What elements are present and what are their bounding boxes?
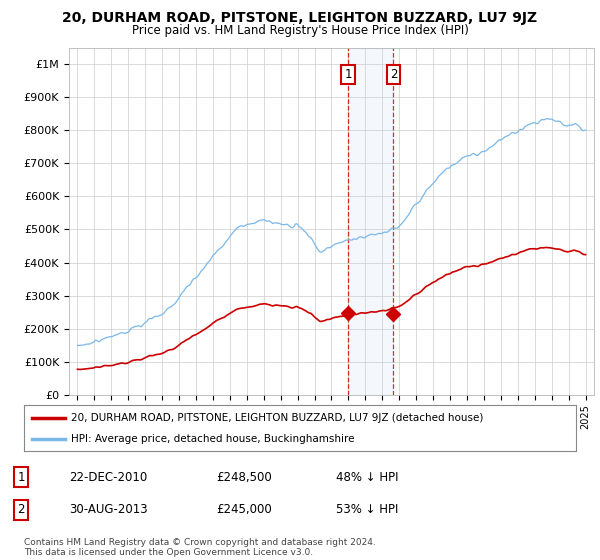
Text: Price paid vs. HM Land Registry's House Price Index (HPI): Price paid vs. HM Land Registry's House … bbox=[131, 24, 469, 36]
Text: 20, DURHAM ROAD, PITSTONE, LEIGHTON BUZZARD, LU7 9JZ (detached house): 20, DURHAM ROAD, PITSTONE, LEIGHTON BUZZ… bbox=[71, 413, 483, 423]
Text: 2: 2 bbox=[390, 68, 397, 81]
Text: £245,000: £245,000 bbox=[216, 503, 272, 516]
Bar bbox=[348, 48, 394, 395]
Text: 1: 1 bbox=[17, 470, 25, 484]
Text: 2: 2 bbox=[17, 503, 25, 516]
Text: 48% ↓ HPI: 48% ↓ HPI bbox=[336, 470, 398, 484]
Text: 53% ↓ HPI: 53% ↓ HPI bbox=[336, 503, 398, 516]
Text: 30-AUG-2013: 30-AUG-2013 bbox=[69, 503, 148, 516]
Text: 1: 1 bbox=[344, 68, 352, 81]
Text: 20, DURHAM ROAD, PITSTONE, LEIGHTON BUZZARD, LU7 9JZ: 20, DURHAM ROAD, PITSTONE, LEIGHTON BUZZ… bbox=[62, 11, 538, 25]
Text: Contains HM Land Registry data © Crown copyright and database right 2024.
This d: Contains HM Land Registry data © Crown c… bbox=[24, 538, 376, 557]
Text: 22-DEC-2010: 22-DEC-2010 bbox=[69, 470, 147, 484]
Text: £248,500: £248,500 bbox=[216, 470, 272, 484]
Text: HPI: Average price, detached house, Buckinghamshire: HPI: Average price, detached house, Buck… bbox=[71, 435, 355, 444]
